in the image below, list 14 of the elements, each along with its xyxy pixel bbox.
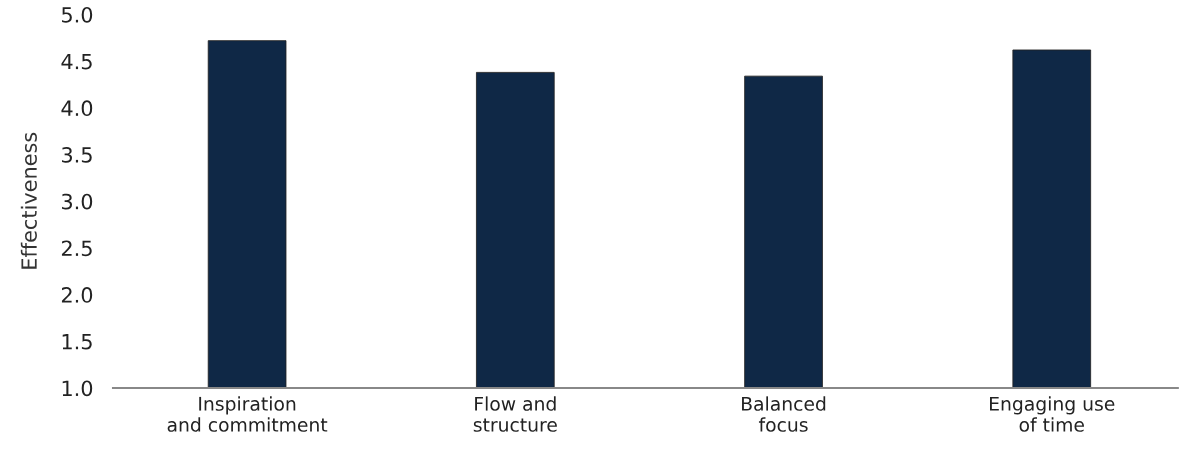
x-tick-label: Inspiration and commitment [167,396,328,432]
y-tick-label: 2.5 [61,240,92,257]
y-tick-label: 3.0 [62,193,93,210]
y-tick-label: 1.5 [62,334,92,350]
y-tick-label: 3.5 [62,147,92,163]
y-tick-label: 5.0 [62,6,93,23]
x-tick-label: Engaging use of time [990,396,1115,432]
x-tick-label: Balanced focus [742,396,826,432]
y-tick-label: 1.0 [62,380,93,397]
y-tick-label: 4.5 [61,53,92,70]
x-tick-label: Flow and structure [473,396,557,432]
y-axis-title: Effectiveness [20,132,37,269]
y-tick-label: 2.0 [61,287,93,303]
y-tick-label: 4.0 [61,100,93,117]
